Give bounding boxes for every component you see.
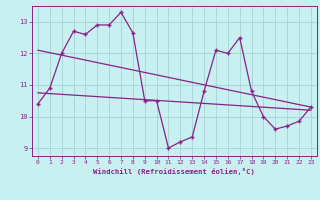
X-axis label: Windchill (Refroidissement éolien,°C): Windchill (Refroidissement éolien,°C) bbox=[93, 168, 255, 175]
